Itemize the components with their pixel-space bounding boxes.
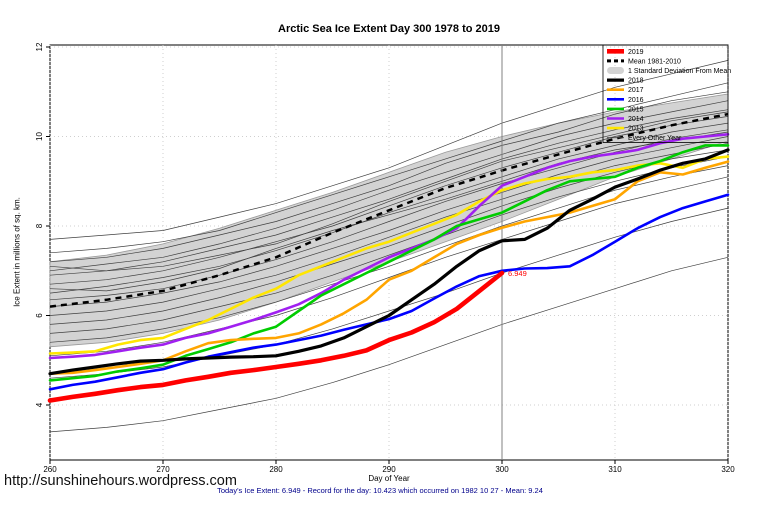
- legend-item-mean-1981-2010: Mean 1981-2010: [607, 58, 681, 65]
- other-year-line-14: [49, 165, 729, 343]
- other-year-line-13: [49, 156, 729, 334]
- legend-label: 2019: [628, 49, 644, 56]
- site-url: http://sunshinehours.wordpress.com: [4, 473, 237, 489]
- legend-label: 2014: [628, 116, 644, 123]
- legend-label: 1 Standard Deviation From Mean: [628, 68, 731, 75]
- other-year-line-4: [49, 100, 729, 272]
- legend-label: 2015: [628, 106, 644, 113]
- x-tick-label-270: 270: [156, 465, 170, 474]
- legend-label: 2016: [628, 97, 644, 104]
- legend-label: 2013: [628, 126, 644, 133]
- y-tick-label-6: 6: [35, 313, 44, 318]
- other-year-line-17: [49, 256, 729, 433]
- other-year-line-0: [49, 60, 729, 240]
- legend-item-2013: 2013: [607, 126, 644, 133]
- other-year-line-8: [49, 122, 729, 294]
- series-2016-line: [48, 193, 730, 391]
- other-year-line-5: [49, 109, 729, 276]
- x-tick-label-280: 280: [269, 465, 283, 474]
- other-year-line-7: [49, 131, 729, 292]
- series-2019-line: [47, 270, 505, 403]
- annotation-today-extent: 6.949: [508, 269, 527, 278]
- legend-box: [602, 44, 729, 143]
- x-axis-label: Day of Year: [368, 474, 410, 483]
- legend: 2019 Mean 1981-2010 1 Standard Deviation F…: [602, 44, 731, 143]
- other-year-line-11: [49, 142, 729, 316]
- other-year-line-3: [49, 111, 729, 272]
- legend-label: 2018: [628, 78, 644, 85]
- y-tick-label-4: 4: [35, 402, 44, 407]
- other-year-line-6: [49, 116, 729, 285]
- x-tick-label-300: 300: [495, 465, 509, 474]
- legend-item-2016: 2016: [607, 97, 644, 104]
- legend-item-2017: 2017: [607, 87, 644, 94]
- x-tick-label-320: 320: [721, 465, 735, 474]
- legend-label: 2017: [628, 87, 644, 94]
- other-year-line-12: [49, 149, 729, 325]
- legend-item-1-standard-deviation-from-mean: 1 Standard Deviation From Mean: [607, 67, 731, 75]
- legend-label: Mean 1981-2010: [628, 58, 681, 65]
- series-2014-line: [48, 133, 730, 360]
- other-year-line-10: [49, 136, 729, 307]
- y-tick-label-8: 8: [35, 223, 44, 228]
- legend-item-2018: 2018: [607, 78, 644, 85]
- legend-item-2014: 2014: [607, 116, 644, 123]
- legend-item-2019: 2019: [607, 49, 644, 56]
- stats-caption: Today's Ice Extent: 6.949 - Record for t…: [217, 486, 543, 495]
- series-2018-line: [48, 148, 730, 376]
- legend-band-swatch: [607, 67, 624, 74]
- series-2015-line: [48, 144, 730, 382]
- x-tick-label-310: 310: [608, 465, 622, 474]
- legend-item-every-other-year: Every Other Year: [607, 135, 682, 142]
- y-tick-label-10: 10: [35, 132, 44, 141]
- x-tick-label-260: 260: [43, 465, 57, 474]
- other-year-line-16: [49, 207, 729, 379]
- x-tick-label-290: 290: [382, 465, 396, 474]
- other-year-line-2: [49, 91, 729, 263]
- chart-title: Arctic Sea Ice Extent Day 300 1978 to 20…: [278, 23, 500, 35]
- y-tick-label-12: 12: [35, 42, 44, 51]
- legend-label: Every Other Year: [628, 135, 682, 142]
- other-year-line-15: [49, 176, 729, 357]
- series-2013-line: [48, 155, 730, 355]
- mean-1981-2010-line: [49, 112, 729, 308]
- legend-item-2015: 2015: [607, 106, 644, 113]
